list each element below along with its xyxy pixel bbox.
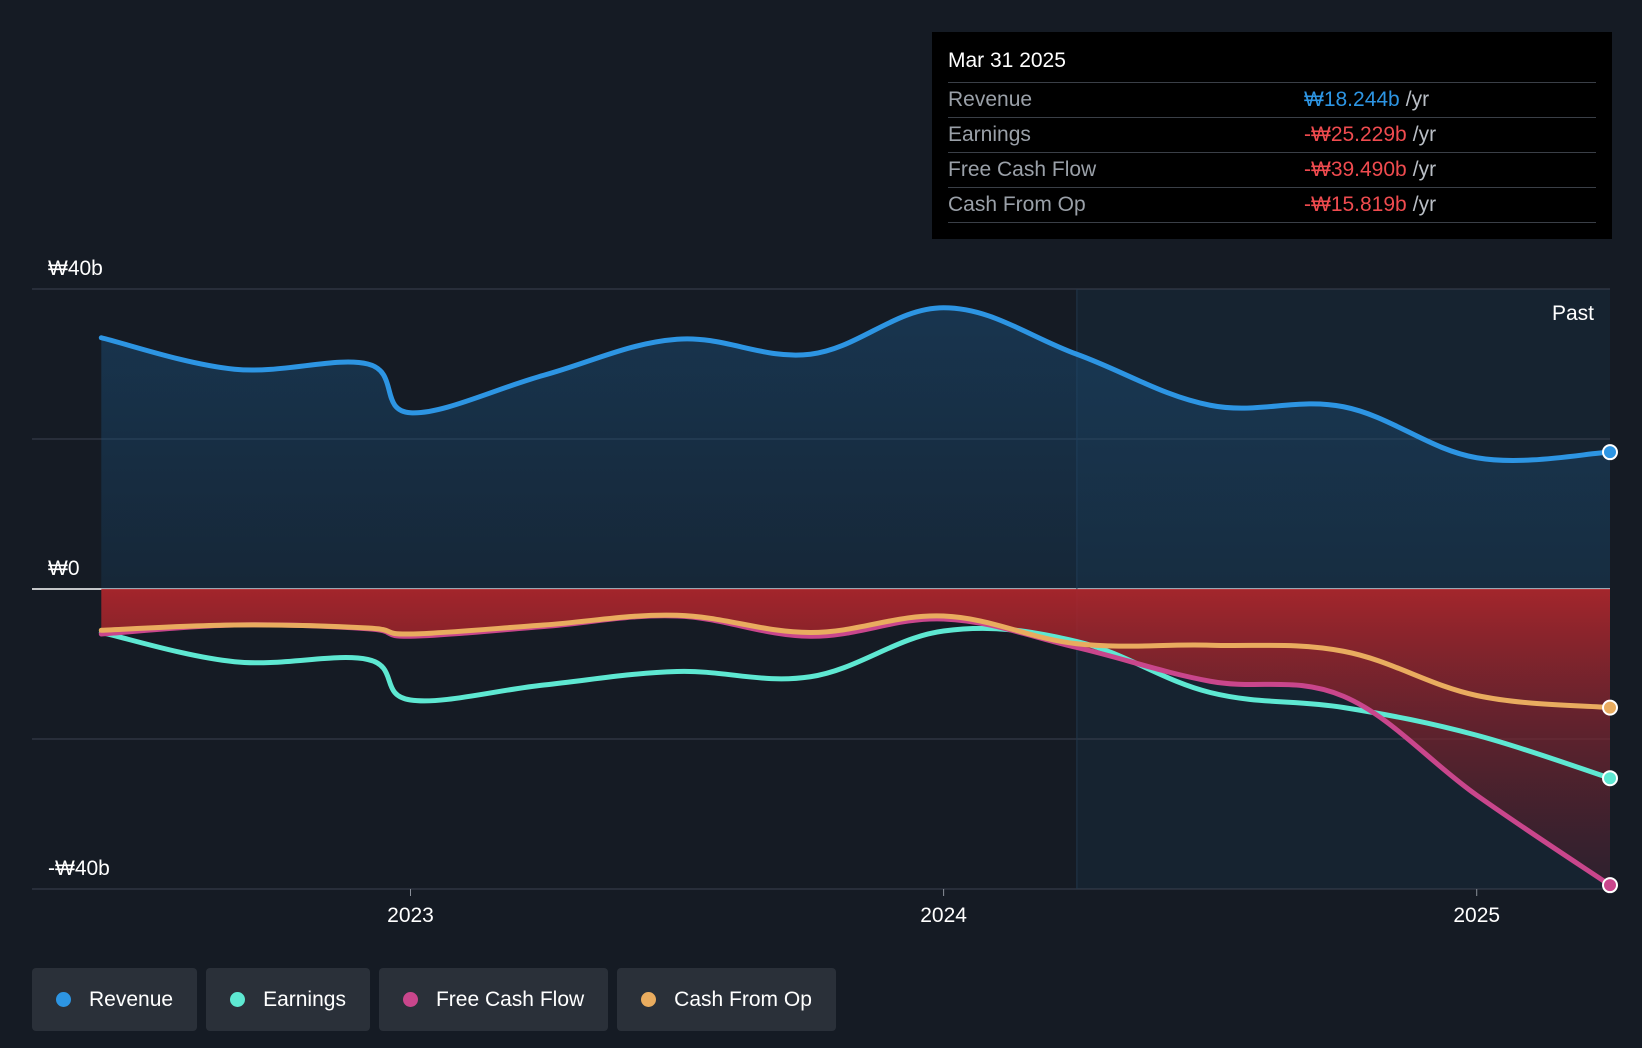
tooltip-row-revenue: Revenue ₩18.244b /yr [948, 83, 1596, 118]
y-tick-label: ₩0 [48, 557, 80, 580]
y-tick-label: ₩40b [48, 257, 103, 280]
legend-item-revenue[interactable]: Revenue [32, 968, 198, 1031]
y-tick-label: -₩40b [48, 857, 110, 880]
earnings-dot-icon [230, 992, 246, 1007]
x-axis-labels: 2023 2024 2025 [387, 889, 1500, 927]
tooltip-label: Cash From Op [948, 193, 1086, 216]
tooltip-value: ₩18.244b [1304, 88, 1400, 111]
tooltip-date: Mar 31 2025 [948, 46, 1596, 83]
free-cash-flow-endpoint [1602, 877, 1618, 894]
tooltip-unit: /yr [1412, 158, 1437, 181]
tooltip-unit: /yr [1412, 123, 1437, 146]
legend-item-earnings[interactable]: Earnings [206, 968, 370, 1031]
free-cash-flow-dot-icon [402, 992, 418, 1007]
tooltip-row-cash-from-op: Cash From Op -₩15.819b /yr [948, 188, 1596, 223]
tooltip-label: Revenue [948, 88, 1033, 111]
series-areas [101, 307, 1610, 886]
legend-label: Earnings [263, 987, 346, 1011]
legend-item-free-cash-flow[interactable]: Free Cash Flow [378, 968, 609, 1031]
cash-from-op-dot-icon [641, 992, 657, 1007]
x-tick-label: 2025 [1453, 904, 1500, 927]
revenue-dot-icon [56, 992, 71, 1007]
y-axis-labels: ₩40b ₩0 -₩40b [48, 257, 110, 880]
tooltip-value: -₩25.229b [1304, 123, 1407, 146]
past-label: Past [1552, 302, 1594, 325]
earnings-endpoint [1602, 770, 1618, 787]
tooltip-unit: /yr [1405, 88, 1430, 111]
series-endpoints [1602, 444, 1618, 894]
cash-from-op-line [98, 612, 1613, 711]
legend-item-cash-from-op[interactable]: Cash From Op [617, 968, 836, 1031]
cash-from-op-endpoint [1602, 699, 1618, 716]
legend-label: Cash From Op [674, 987, 812, 1011]
negative-area [101, 589, 1610, 886]
tooltip-panel: Mar 31 2025 Revenue ₩18.244b /yr Earning… [932, 32, 1612, 239]
revenue-line [98, 305, 1613, 463]
tooltip-row-earnings: Earnings -₩25.229b /yr [948, 118, 1596, 153]
legend-label: Free Cash Flow [435, 987, 585, 1011]
tooltip-value: -₩15.819b [1304, 193, 1407, 216]
tooltip-label: Free Cash Flow [948, 158, 1097, 181]
tooltip-label: Earnings [948, 123, 1031, 146]
x-tick-label: 2024 [920, 904, 967, 927]
earnings-line [98, 625, 1613, 781]
x-tick-label: 2023 [387, 904, 434, 927]
revenue-endpoint [1602, 444, 1618, 461]
legend: Revenue Earnings Free Cash Flow Cash Fro… [32, 968, 836, 1031]
tooltip-unit: /yr [1412, 193, 1437, 216]
legend-label: Revenue [89, 987, 174, 1011]
tooltip-row-free-cash-flow: Free Cash Flow -₩39.490b /yr [948, 153, 1596, 188]
revenue-area [101, 307, 1610, 589]
series-lines [98, 305, 1613, 888]
tooltip-value: -₩39.490b [1304, 158, 1407, 181]
